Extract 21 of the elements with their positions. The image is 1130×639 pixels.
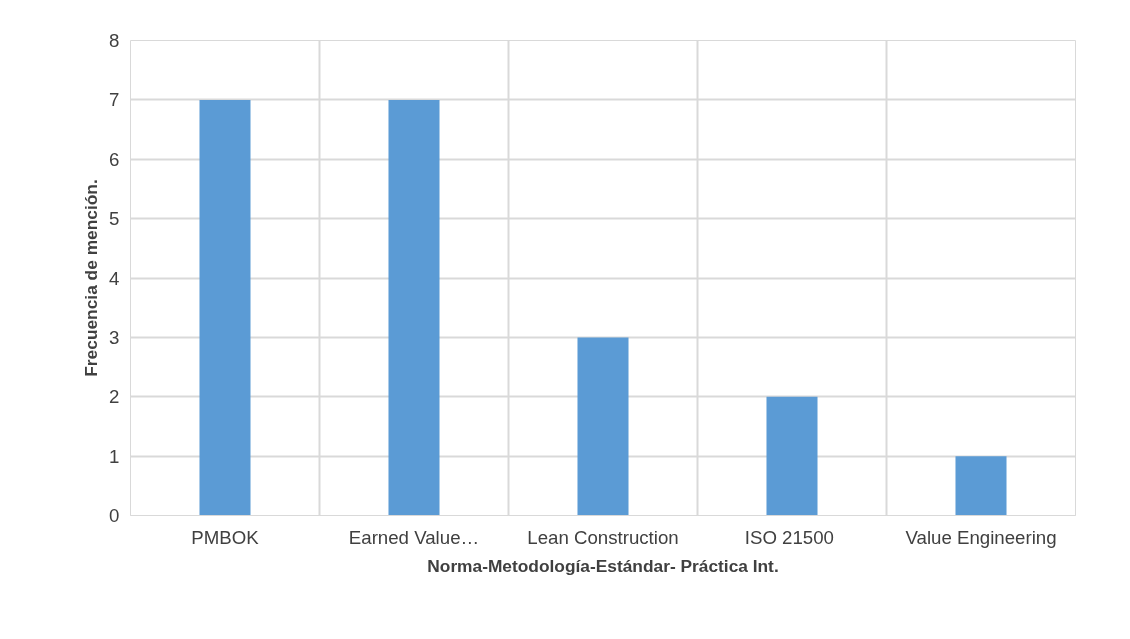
x-tick-label: PMBOK <box>191 526 260 548</box>
x-tick-label: Lean Construction <box>527 526 679 548</box>
y-axis-title: Frecuencia de mención. <box>81 179 102 377</box>
y-tick-label: 4 <box>109 267 120 289</box>
bar <box>199 99 251 516</box>
bar <box>766 396 818 516</box>
y-tick-label: 7 <box>109 89 120 111</box>
y-tick-label: 2 <box>109 386 120 408</box>
x-tick-label: ISO 21500 <box>744 526 835 548</box>
y-tick-label: 1 <box>109 445 120 467</box>
x-tick-label: Value Engineering <box>905 526 1057 548</box>
bar <box>388 99 440 516</box>
y-tick-label: 8 <box>109 30 120 51</box>
x-tick-label: Earned Value… <box>348 526 480 548</box>
x-axis-title: Norma-Metodología-Estándar- Práctica Int. <box>427 555 779 576</box>
bar <box>955 456 1007 516</box>
bar <box>577 337 629 516</box>
y-tick-label: 3 <box>109 326 120 348</box>
y-tick-label: 5 <box>109 208 120 230</box>
y-tick-label: 6 <box>109 148 120 170</box>
y-tick-label: 0 <box>109 505 120 526</box>
